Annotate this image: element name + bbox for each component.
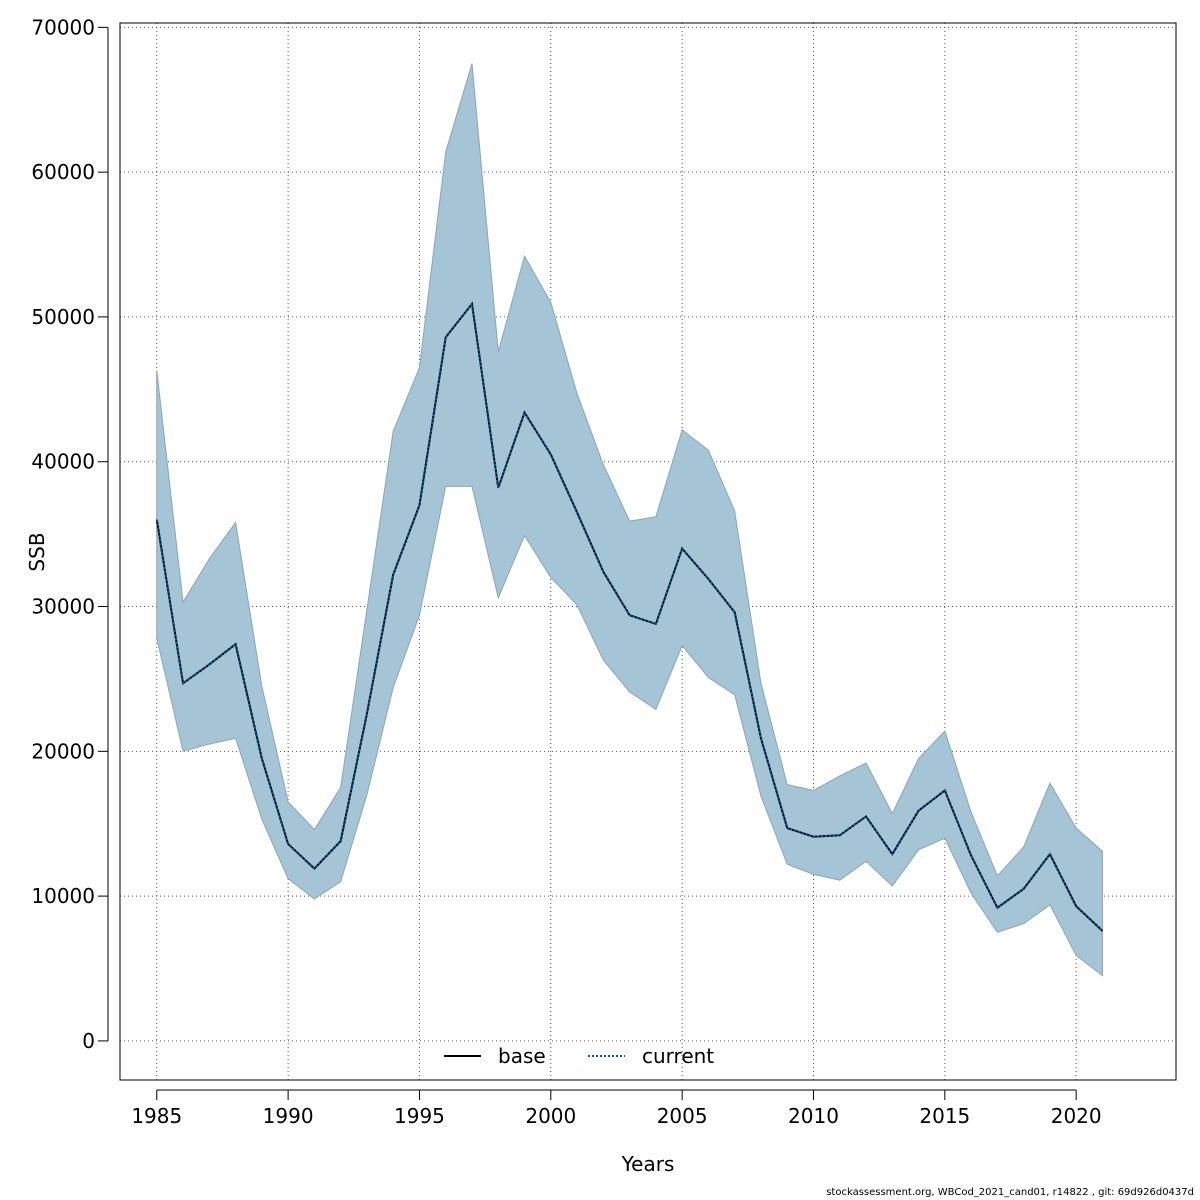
series-lines-layer xyxy=(155,301,1104,932)
x-tick-label-2005: 2005 xyxy=(657,1104,708,1128)
x-tick-label-1995: 1995 xyxy=(394,1104,445,1128)
y-tick-label-10000: 10000 xyxy=(31,884,95,908)
x-tick-label-2000: 2000 xyxy=(525,1104,576,1128)
y-tick-label-30000: 30000 xyxy=(31,595,95,619)
x-axis-title: Years xyxy=(621,1152,675,1176)
y-tick-label-20000: 20000 xyxy=(31,739,95,763)
x-tick-label-2015: 2015 xyxy=(919,1104,970,1128)
x-tick-label-2020: 2020 xyxy=(1051,1104,1102,1128)
x-axis: 1985 1990 1995 2000 2005 2010 2015 2020 xyxy=(131,1089,1102,1128)
y-axis-title: SSB xyxy=(25,532,49,571)
footer-credit: stockassessment.org, WBCod_2021_cand01, … xyxy=(826,1187,1194,1198)
x-tick-label-2010: 2010 xyxy=(788,1104,839,1128)
x-tick-label-1990: 1990 xyxy=(263,1104,314,1128)
y-axis: 0 10000 20000 30000 40000 50000 60000 70000 xyxy=(31,15,109,1053)
legend-label-current: current xyxy=(642,1044,714,1068)
plot-frame xyxy=(119,22,1177,1081)
series-line-current xyxy=(155,301,1104,932)
legend-label-base: base xyxy=(498,1044,546,1068)
y-tick-label-40000: 40000 xyxy=(31,450,95,474)
y-tick-label-70000: 70000 xyxy=(31,15,95,39)
y-tick-label-0: 0 xyxy=(82,1029,95,1053)
confidence-band xyxy=(156,63,1103,977)
legend: base current xyxy=(444,1044,714,1068)
y-tick-label-50000: 50000 xyxy=(31,305,95,329)
confidence-band-layer xyxy=(156,63,1103,977)
y-tick-label-60000: 60000 xyxy=(31,160,95,184)
x-tick-label-1985: 1985 xyxy=(131,1104,182,1128)
